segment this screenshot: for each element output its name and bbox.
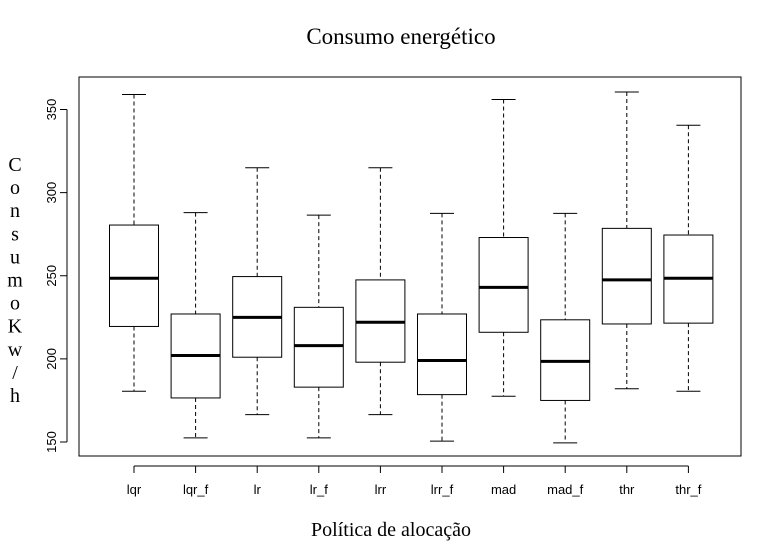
x-axis: lqr lqr_f lr lr_f lrr lrr_f mad mad_f thr thr_f bbox=[127, 465, 702, 497]
box-mad bbox=[478, 99, 529, 397]
y-axis-label-char: m bbox=[7, 270, 23, 292]
box-lr bbox=[232, 167, 283, 416]
x-tick-label: lr_f bbox=[310, 482, 328, 497]
x-tick-label: mad bbox=[491, 482, 516, 497]
y-axis-label-char: s bbox=[11, 223, 19, 245]
y-axis-label-char: w bbox=[8, 339, 23, 361]
y-axis-label-char: h bbox=[10, 385, 20, 407]
y-axis: 150 200 250 300 350 bbox=[44, 99, 68, 453]
y-axis-label-char: n bbox=[10, 200, 20, 222]
y-axis-label-char: K bbox=[8, 316, 23, 338]
y-axis-label-char: o bbox=[10, 177, 20, 199]
y-axis-label-char: o bbox=[10, 293, 20, 315]
boxes bbox=[109, 91, 714, 444]
y-tick-label: 350 bbox=[44, 99, 59, 121]
x-tick-label: lr bbox=[254, 482, 262, 497]
x-tick-label: mad_f bbox=[547, 482, 584, 497]
box-thr bbox=[601, 91, 652, 390]
box-lr_f bbox=[293, 214, 344, 439]
iqr-box bbox=[293, 306, 344, 388]
iqr-box bbox=[109, 224, 159, 327]
y-tick-label: 150 bbox=[44, 431, 59, 453]
box-lqr bbox=[109, 94, 159, 392]
x-tick-label: thr bbox=[619, 482, 635, 497]
x-axis-label: Política de alocação bbox=[311, 519, 471, 541]
y-axis-label-char: / bbox=[12, 362, 18, 384]
x-tick-label: lqr bbox=[127, 482, 142, 497]
iqr-box bbox=[478, 237, 529, 333]
box-lrr bbox=[355, 167, 406, 416]
plot-frame bbox=[78, 76, 742, 457]
x-tick-label: lqr_f bbox=[183, 482, 209, 497]
iqr-box bbox=[417, 313, 467, 396]
box-thr_f bbox=[663, 124, 714, 392]
box-lrr_f bbox=[417, 212, 467, 442]
x-tick-label: lrr bbox=[375, 482, 387, 497]
chart-title: Consumo energético bbox=[306, 24, 495, 49]
x-tick-label: thr_f bbox=[675, 482, 701, 497]
y-axis-label-char: u bbox=[10, 246, 20, 268]
x-tick-label: lrr_f bbox=[431, 482, 454, 497]
y-axis-label-char: C bbox=[8, 154, 21, 176]
y-tick-label: 200 bbox=[44, 348, 59, 370]
box-mad_f bbox=[540, 212, 591, 444]
iqr-box bbox=[601, 227, 652, 325]
y-tick-label: 250 bbox=[44, 265, 59, 287]
y-tick-label: 300 bbox=[44, 182, 59, 204]
box-lqr_f bbox=[170, 212, 221, 439]
